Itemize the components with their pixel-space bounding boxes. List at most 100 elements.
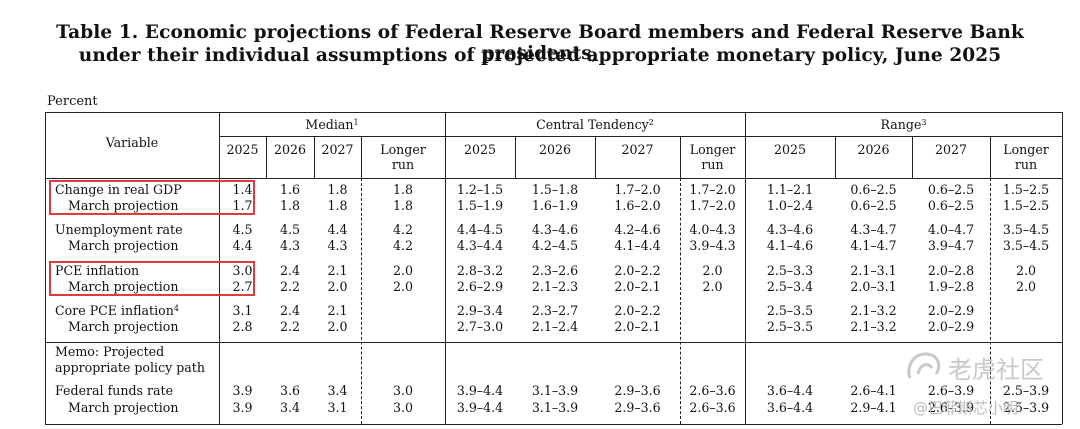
table-cell: 3.9 <box>232 383 253 398</box>
table-cell: 1.2–1.5 <box>456 182 504 197</box>
table-cell: 2.0 <box>702 263 723 278</box>
table-cell: 4.2–4.5 <box>531 238 579 253</box>
longer-run-header: run <box>1014 157 1038 172</box>
table-cell: 2.9–3.6 <box>614 400 661 415</box>
watermark-text: 老虎社区 <box>948 356 1044 384</box>
table-cell: 4.0–4.3 <box>689 222 736 237</box>
table-cell: 2.0–2.8 <box>927 263 975 278</box>
longer-run-header: run <box>391 157 415 172</box>
table-cell: 2.6–3.6 <box>689 383 736 398</box>
table-cell: 1.8 <box>392 198 414 213</box>
table-cell: 2.6–2.9 <box>456 279 504 294</box>
table-cell: 2.5–3.9 <box>1002 383 1050 398</box>
table-cell: 2.6–3.9 <box>927 400 975 415</box>
longer-run-header: Longer <box>689 142 736 157</box>
table-cell: 3.4 <box>327 383 348 398</box>
table-cell: 4.1–4.7 <box>850 238 897 253</box>
table-cell: 2.6–3.9 <box>927 383 975 398</box>
table-cell: 3.0 <box>392 383 414 398</box>
row-label: Federal funds rate <box>55 383 174 398</box>
table-cell: 2.8 <box>232 319 253 334</box>
table-cell: 2.5–3.9 <box>1002 400 1050 415</box>
table-cell: 2.3–2.7 <box>531 303 579 318</box>
row-label: Change in real GDP <box>55 182 182 197</box>
table-cell: 3.6–4.4 <box>766 400 814 415</box>
table-cell: 2.0–3.1 <box>850 279 897 294</box>
table-cell: 3.0 <box>232 263 253 278</box>
row-label: March projection <box>68 198 179 213</box>
group-header: Range3 <box>880 117 927 132</box>
year-header: 2025 <box>226 142 259 157</box>
variable-header: Variable <box>105 135 159 150</box>
table-cell: 3.9–4.7 <box>927 238 975 253</box>
table-cell: 2.0 <box>702 279 723 294</box>
table-cell: 2.6–3.6 <box>689 400 736 415</box>
row-label: March projection <box>68 279 179 294</box>
table-top-rule <box>45 112 1062 113</box>
row-label: March projection <box>68 400 179 415</box>
unit-label: Percent <box>47 94 98 109</box>
table-cell: 3.9 <box>232 400 253 415</box>
table-cell: 3.9–4.3 <box>689 238 736 253</box>
table-cell: 2.1–3.1 <box>850 263 897 278</box>
table-cell: 2.1 <box>327 263 348 278</box>
longer-run-header: run <box>701 157 724 172</box>
table-cell: 2.8–3.2 <box>456 263 504 278</box>
table-cell: 4.1–4.4 <box>614 238 661 253</box>
table-bottom-rule <box>45 424 1062 425</box>
table-cell: 2.2 <box>279 279 301 294</box>
table-cell: 1.7–2.0 <box>689 198 736 213</box>
col-divider <box>912 136 913 178</box>
group-header: Central Tendency2 <box>536 117 654 132</box>
col-divider <box>45 112 46 424</box>
table-cell: 2.5–3.3 <box>766 263 814 278</box>
table-cell: 3.0 <box>392 400 414 415</box>
table-cell: 2.0 <box>392 263 414 278</box>
table-cell: 1.8 <box>327 182 348 197</box>
table-cell: 2.4 <box>279 303 301 318</box>
table-cell: 2.1–2.4 <box>531 319 579 334</box>
table-cell: 0.6–2.5 <box>850 182 897 197</box>
group-header-rule <box>219 136 1062 137</box>
col-divider <box>835 136 836 178</box>
table-cell: 1.6–2.0 <box>614 198 661 213</box>
group-divider <box>445 112 446 424</box>
table-cell: 4.3–4.4 <box>456 238 504 253</box>
table-cell: 1.7–2.0 <box>614 182 661 197</box>
table-title-line2: under their individual assumptions of pr… <box>78 45 1002 66</box>
table-cell: 1.5–1.9 <box>456 198 504 213</box>
table-cell: 2.9–3.6 <box>614 383 661 398</box>
table-cell: 2.0 <box>1015 279 1037 294</box>
table-cell: 4.2–4.6 <box>614 222 661 237</box>
table-cell: 2.7 <box>232 279 253 294</box>
year-header: 2027 <box>934 142 968 157</box>
table-cell: 0.6–2.5 <box>850 198 897 213</box>
table-cell: 1.7–2.0 <box>689 182 736 197</box>
table-cell: 1.7 <box>232 198 253 213</box>
table-cell: 2.1–3.2 <box>850 303 897 318</box>
year-header: 2026 <box>273 142 307 157</box>
longer-run-dashed-divider <box>680 178 681 424</box>
table-cell: 2.0–2.9 <box>927 303 975 318</box>
table-cell: 1.5–1.8 <box>531 182 579 197</box>
header-bottom-rule <box>45 178 1062 179</box>
table-cell: 2.3–2.6 <box>531 263 579 278</box>
table-cell: 4.4 <box>327 222 348 237</box>
group-divider <box>745 112 746 424</box>
table-cell: 4.1–4.6 <box>766 238 814 253</box>
table-cell: 2.0 <box>1015 263 1037 278</box>
group-divider <box>219 112 220 424</box>
highlight-gdp <box>49 180 255 215</box>
table-cell: 4.5 <box>279 222 301 237</box>
col-divider <box>314 136 315 178</box>
table-cell: 3.1–3.9 <box>531 383 579 398</box>
col-divider <box>990 136 991 178</box>
memo-label: Memo: Projected <box>55 344 165 359</box>
col-divider <box>266 136 267 178</box>
table-cell: 2.5–3.5 <box>766 319 814 334</box>
table-cell: 1.1–2.1 <box>766 182 814 197</box>
table-cell: 2.6–4.1 <box>850 383 897 398</box>
longer-run-header: Longer <box>1003 142 1049 157</box>
year-header: 2026 <box>538 142 572 157</box>
longer-run-dashed-divider <box>990 178 991 424</box>
